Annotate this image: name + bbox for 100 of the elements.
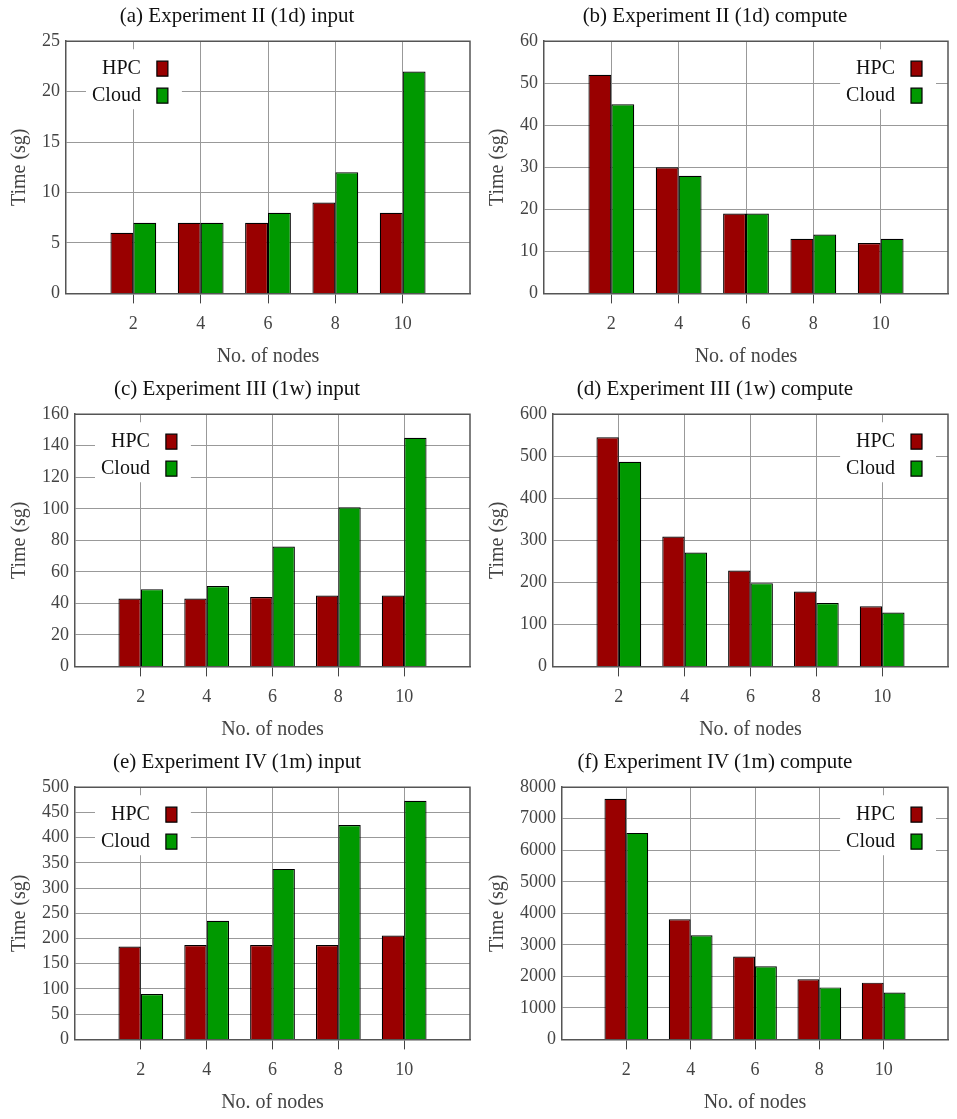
y-tick-label: 20 [520,198,538,219]
x-axis-title: No. of nodes [221,1090,325,1113]
y-tick-label: 30 [520,156,538,177]
legend-label: HPC [856,55,895,78]
y-tick-label: 160 [42,402,69,423]
legend-label: HPC [101,55,141,78]
y-tick-label: 1000 [520,996,556,1017]
y-tick-label: 450 [42,801,69,822]
x-tick-label: 10 [871,312,890,333]
x-axis-title: No. of nodes [703,1090,807,1113]
y-tick-label: 100 [520,613,547,634]
y-axis-title: Time (sg) [7,874,31,953]
y-tick-label: 15 [42,130,60,151]
y-axis-title: Time (sg) [7,501,31,580]
x-tick-label: 6 [268,1058,277,1079]
chart-title: (d) Experiment III (1w) compute [576,376,854,401]
x-tick-label: 8 [330,312,340,333]
legend-label: HPC [110,428,150,451]
x-tick-label: 2 [136,1058,146,1079]
x-axis-title: No. of nodes [216,344,320,367]
x-tick-label: 2 [606,312,616,333]
y-tick-label: 400 [42,826,69,847]
y-tick-label: 500 [42,775,69,796]
chart-title: (c) Experiment III (1w) input [113,376,361,401]
y-tick-label: 50 [520,71,538,92]
y-tick-label: 20 [51,623,69,644]
legend-label: Cloud [100,455,150,478]
x-tick-label: 10 [873,685,892,706]
y-tick-label: 80 [51,529,69,550]
legend-label: Cloud [846,828,895,851]
y-tick-label: 0 [529,282,538,303]
x-tick-label: 2 [128,312,138,333]
y-tick-label: 20 [42,80,60,101]
y-tick-label: 4000 [520,902,556,923]
y-tick-label: 300 [42,876,69,897]
y-tick-label: 140 [42,434,69,455]
y-axis-title: Time (sg) [485,128,509,207]
x-tick-label: 6 [750,1058,760,1079]
y-tick-label: 25 [42,29,60,50]
y-tick-label: 600 [520,402,547,423]
x-tick-label: 10 [395,685,414,706]
x-tick-label: 2 [621,1058,631,1079]
y-tick-label: 300 [520,529,547,550]
x-tick-label: 6 [263,312,273,333]
y-tick-label: 120 [42,465,69,486]
legend-label: HPC [110,801,150,824]
x-tick-label: 4 [674,312,684,333]
x-tick-label: 2 [614,685,624,706]
x-tick-label: 10 [393,312,412,333]
y-tick-label: 0 [547,1028,556,1049]
x-axis-title: No. of nodes [694,344,798,367]
chart-title: (b) Experiment II (1d) compute [582,3,848,28]
y-axis-title: Time (sg) [485,501,509,580]
x-tick-label: 6 [741,312,751,333]
y-tick-label: 200 [520,571,547,592]
x-tick-label: 6 [746,685,755,706]
x-axis-title: No. of nodes [221,717,325,740]
y-axis-title: Time (sg) [485,874,509,953]
y-tick-label: 150 [42,952,69,973]
y-axis-title: Time (sg) [7,128,31,207]
y-tick-label: 40 [51,592,69,613]
y-tick-label: 5 [51,231,60,252]
x-tick-label: 8 [333,1058,343,1079]
y-tick-label: 50 [51,1002,69,1023]
x-tick-label: 8 [811,685,821,706]
y-tick-label: 10 [520,240,538,261]
legend-label: HPC [856,801,895,824]
y-tick-label: 350 [42,851,69,872]
y-tick-label: 0 [60,1028,69,1049]
legend-label: HPC [856,428,895,451]
y-tick-label: 200 [42,927,69,948]
x-tick-label: 8 [808,312,818,333]
x-tick-label: 10 [395,1058,414,1079]
y-tick-label: 100 [42,497,69,518]
legend-label: Cloud [91,82,141,105]
x-tick-label: 8 [333,685,343,706]
y-tick-label: 5000 [520,870,556,891]
x-tick-label: 2 [136,685,146,706]
chart-title: (f) Experiment IV (1m) compute [577,749,853,774]
x-tick-label: 4 [686,1058,696,1079]
y-tick-label: 0 [51,282,60,303]
y-tick-label: 250 [42,902,69,923]
chart-title: (e) Experiment IV (1m) input [112,749,362,774]
y-tick-label: 6000 [520,838,556,859]
y-tick-label: 3000 [520,933,556,954]
y-tick-label: 100 [42,977,69,998]
x-axis-title: No. of nodes [699,717,803,740]
x-tick-label: 10 [874,1058,893,1079]
x-tick-label: 4 [202,685,212,706]
y-tick-label: 500 [520,444,547,465]
y-tick-label: 7000 [520,807,556,828]
x-tick-label: 6 [268,685,277,706]
y-tick-label: 8000 [520,775,556,796]
legend-label: Cloud [846,82,895,105]
legend-label: Cloud [846,455,895,478]
y-tick-label: 60 [51,560,69,581]
y-tick-label: 40 [520,114,538,134]
y-tick-label: 60 [520,29,538,50]
x-tick-label: 4 [680,685,690,706]
y-tick-label: 0 [60,655,69,676]
